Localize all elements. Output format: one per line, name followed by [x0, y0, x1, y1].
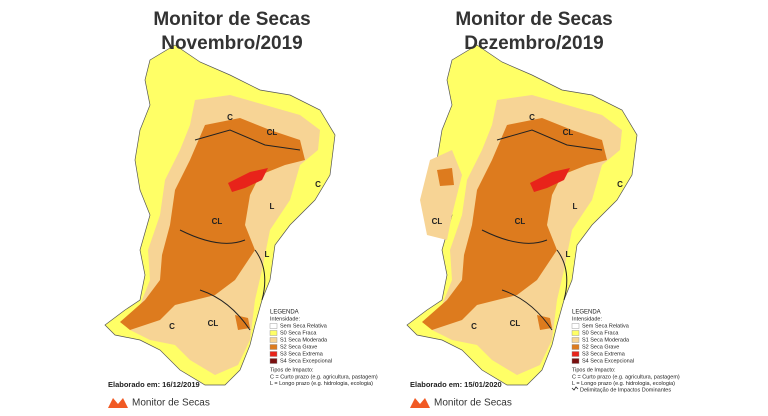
legend-heading: LEGENDA: [572, 310, 601, 316]
region-label: L: [265, 250, 270, 259]
logo: [108, 398, 128, 408]
legend-swatch: [571, 337, 580, 343]
legend-item: S2 Seca Grave: [582, 344, 619, 350]
legend-swatch: [269, 351, 278, 357]
legend-item: L = Longo prazo (e.g. hidrologia, ecolog…: [270, 381, 373, 387]
legend-swatch: [571, 351, 580, 357]
legend-swatch: [269, 358, 278, 364]
title: Monitor de Secas: [455, 9, 612, 30]
legend-item: C = Curto prazo (e.g. agricultura, pasta…: [572, 374, 680, 380]
region-label: C: [617, 180, 623, 189]
region-label: CL: [208, 319, 219, 328]
legend-item: C = Curto prazo (e.g. agricultura, pasta…: [270, 374, 378, 380]
legend-swatch: [269, 330, 278, 336]
legend-item: L = Longo prazo (e.g. hidrologia, ecolog…: [572, 381, 675, 387]
legend-swatch: [571, 344, 580, 350]
legend-swatch: [269, 323, 278, 329]
legend-subheading: Intensidade:: [572, 316, 602, 322]
legend-item: S4 Seca Excepcional: [582, 358, 634, 364]
legend-item: S1 Seca Moderada: [280, 337, 328, 343]
legend-swatch: [269, 337, 278, 343]
region-label: C: [529, 113, 535, 122]
legend-item: S4 Seca Excepcional: [280, 358, 332, 364]
elaborated: Elaborado em: 15/01/2020: [410, 380, 502, 389]
legend-item: S3 Seca Extrema: [280, 351, 324, 357]
legend-item: S3 Seca Extrema: [582, 351, 626, 357]
region-label: L: [573, 202, 578, 211]
region-label: L: [566, 250, 571, 259]
legend-subheading: Tipos de Impacto:: [270, 367, 314, 373]
logo: [410, 398, 430, 408]
region-label: C: [169, 322, 175, 331]
legend-swatch: [269, 344, 278, 350]
region-label: CL: [432, 217, 443, 226]
map-december: [406, 44, 638, 386]
legend-line-icon: [571, 386, 579, 391]
title: Monitor de Secas: [153, 9, 310, 30]
legend-item: S2 Seca Grave: [280, 344, 317, 350]
region-label: CL: [515, 217, 526, 226]
legend-heading: LEGENDA: [270, 310, 299, 316]
region-label: CL: [563, 128, 574, 137]
region-label: CL: [267, 128, 278, 137]
legend-item: S0 Seca Fraca: [280, 330, 317, 336]
legend-item: Sem Seca Relativa: [582, 323, 630, 329]
region-label: L: [270, 202, 275, 211]
region-label: CL: [510, 319, 521, 328]
brand: Monitor de Secas: [132, 398, 210, 409]
legend-subheading: Intensidade:: [270, 316, 300, 322]
legend-item: S0 Seca Fraca: [582, 330, 619, 336]
subtitle: Dezembro/2019: [464, 33, 603, 54]
subtitle: Novembro/2019: [161, 33, 303, 54]
legend-swatch: [571, 323, 580, 329]
legend-item: S1 Seca Moderada: [582, 337, 630, 343]
legend-swatch: [571, 358, 580, 364]
region-label: CL: [212, 217, 223, 226]
region-label: C: [315, 180, 321, 189]
legend-subheading: Tipos de Impacto:: [572, 367, 616, 373]
brand: Monitor de Secas: [434, 398, 512, 409]
region-label: C: [227, 113, 233, 122]
legend-item: Sem Seca Relativa: [280, 323, 328, 329]
elaborated: Elaborado em: 16/12/2019: [108, 380, 200, 389]
legend-item: Delimitação de Impactos Dominantes: [580, 387, 671, 393]
legend-swatch: [571, 330, 580, 336]
region-label: C: [471, 322, 477, 331]
